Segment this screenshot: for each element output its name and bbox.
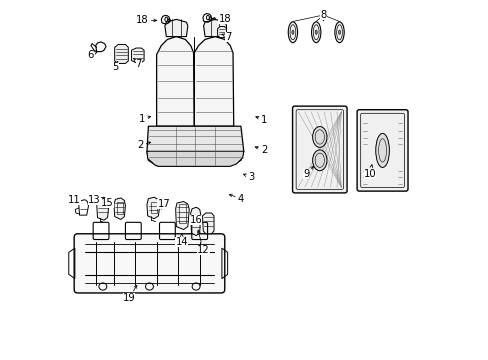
- Text: 2: 2: [255, 144, 267, 154]
- Text: 7: 7: [222, 32, 231, 41]
- Text: 5: 5: [112, 62, 119, 72]
- Text: 15: 15: [101, 198, 114, 208]
- FancyBboxPatch shape: [292, 106, 346, 193]
- Ellipse shape: [287, 22, 297, 42]
- Polygon shape: [190, 207, 201, 235]
- Text: 9: 9: [303, 166, 313, 179]
- Polygon shape: [97, 197, 109, 220]
- Polygon shape: [217, 27, 226, 38]
- Ellipse shape: [291, 30, 293, 35]
- Polygon shape: [115, 44, 128, 63]
- Polygon shape: [131, 48, 144, 63]
- Text: 14: 14: [175, 234, 188, 247]
- Polygon shape: [175, 202, 189, 229]
- Ellipse shape: [314, 30, 317, 35]
- Text: 11: 11: [68, 195, 81, 205]
- Text: 7: 7: [133, 58, 142, 69]
- Text: 1: 1: [255, 115, 267, 125]
- Polygon shape: [147, 151, 244, 166]
- Polygon shape: [194, 37, 233, 126]
- Ellipse shape: [312, 127, 326, 147]
- Polygon shape: [203, 19, 226, 37]
- Text: 10: 10: [363, 165, 376, 179]
- Text: 4: 4: [229, 194, 244, 204]
- Text: 3: 3: [243, 172, 254, 182]
- FancyBboxPatch shape: [74, 234, 224, 293]
- Ellipse shape: [338, 30, 340, 35]
- Text: 17: 17: [157, 199, 170, 210]
- Text: 18: 18: [136, 15, 156, 26]
- Text: 18: 18: [212, 14, 231, 24]
- Polygon shape: [147, 197, 160, 219]
- Polygon shape: [156, 37, 194, 126]
- Text: 13: 13: [88, 195, 101, 205]
- Polygon shape: [114, 198, 125, 220]
- Polygon shape: [202, 213, 214, 234]
- Polygon shape: [164, 19, 187, 37]
- Text: 6: 6: [87, 50, 97, 60]
- Text: 8: 8: [320, 10, 326, 21]
- Ellipse shape: [334, 22, 344, 42]
- Ellipse shape: [375, 134, 388, 167]
- Polygon shape: [147, 126, 244, 166]
- Text: 12: 12: [197, 230, 209, 255]
- Ellipse shape: [312, 150, 326, 171]
- Text: 1: 1: [139, 114, 150, 124]
- Ellipse shape: [311, 22, 320, 42]
- FancyBboxPatch shape: [356, 110, 407, 191]
- Text: 2: 2: [137, 140, 150, 150]
- Text: 16: 16: [189, 215, 202, 225]
- Text: 19: 19: [122, 285, 137, 303]
